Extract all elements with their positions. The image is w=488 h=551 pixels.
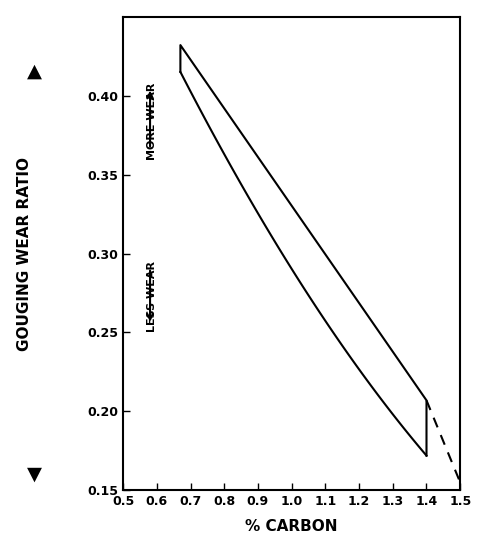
Text: LESS WEAR: LESS WEAR: [147, 261, 157, 332]
Y-axis label: GOUGING WEAR RATIO: GOUGING WEAR RATIO: [17, 156, 32, 350]
Text: ▼: ▼: [27, 464, 41, 483]
X-axis label: % CARBON: % CARBON: [245, 520, 338, 534]
Text: ▲: ▲: [27, 62, 41, 81]
Text: MORE WEAR: MORE WEAR: [147, 82, 157, 160]
